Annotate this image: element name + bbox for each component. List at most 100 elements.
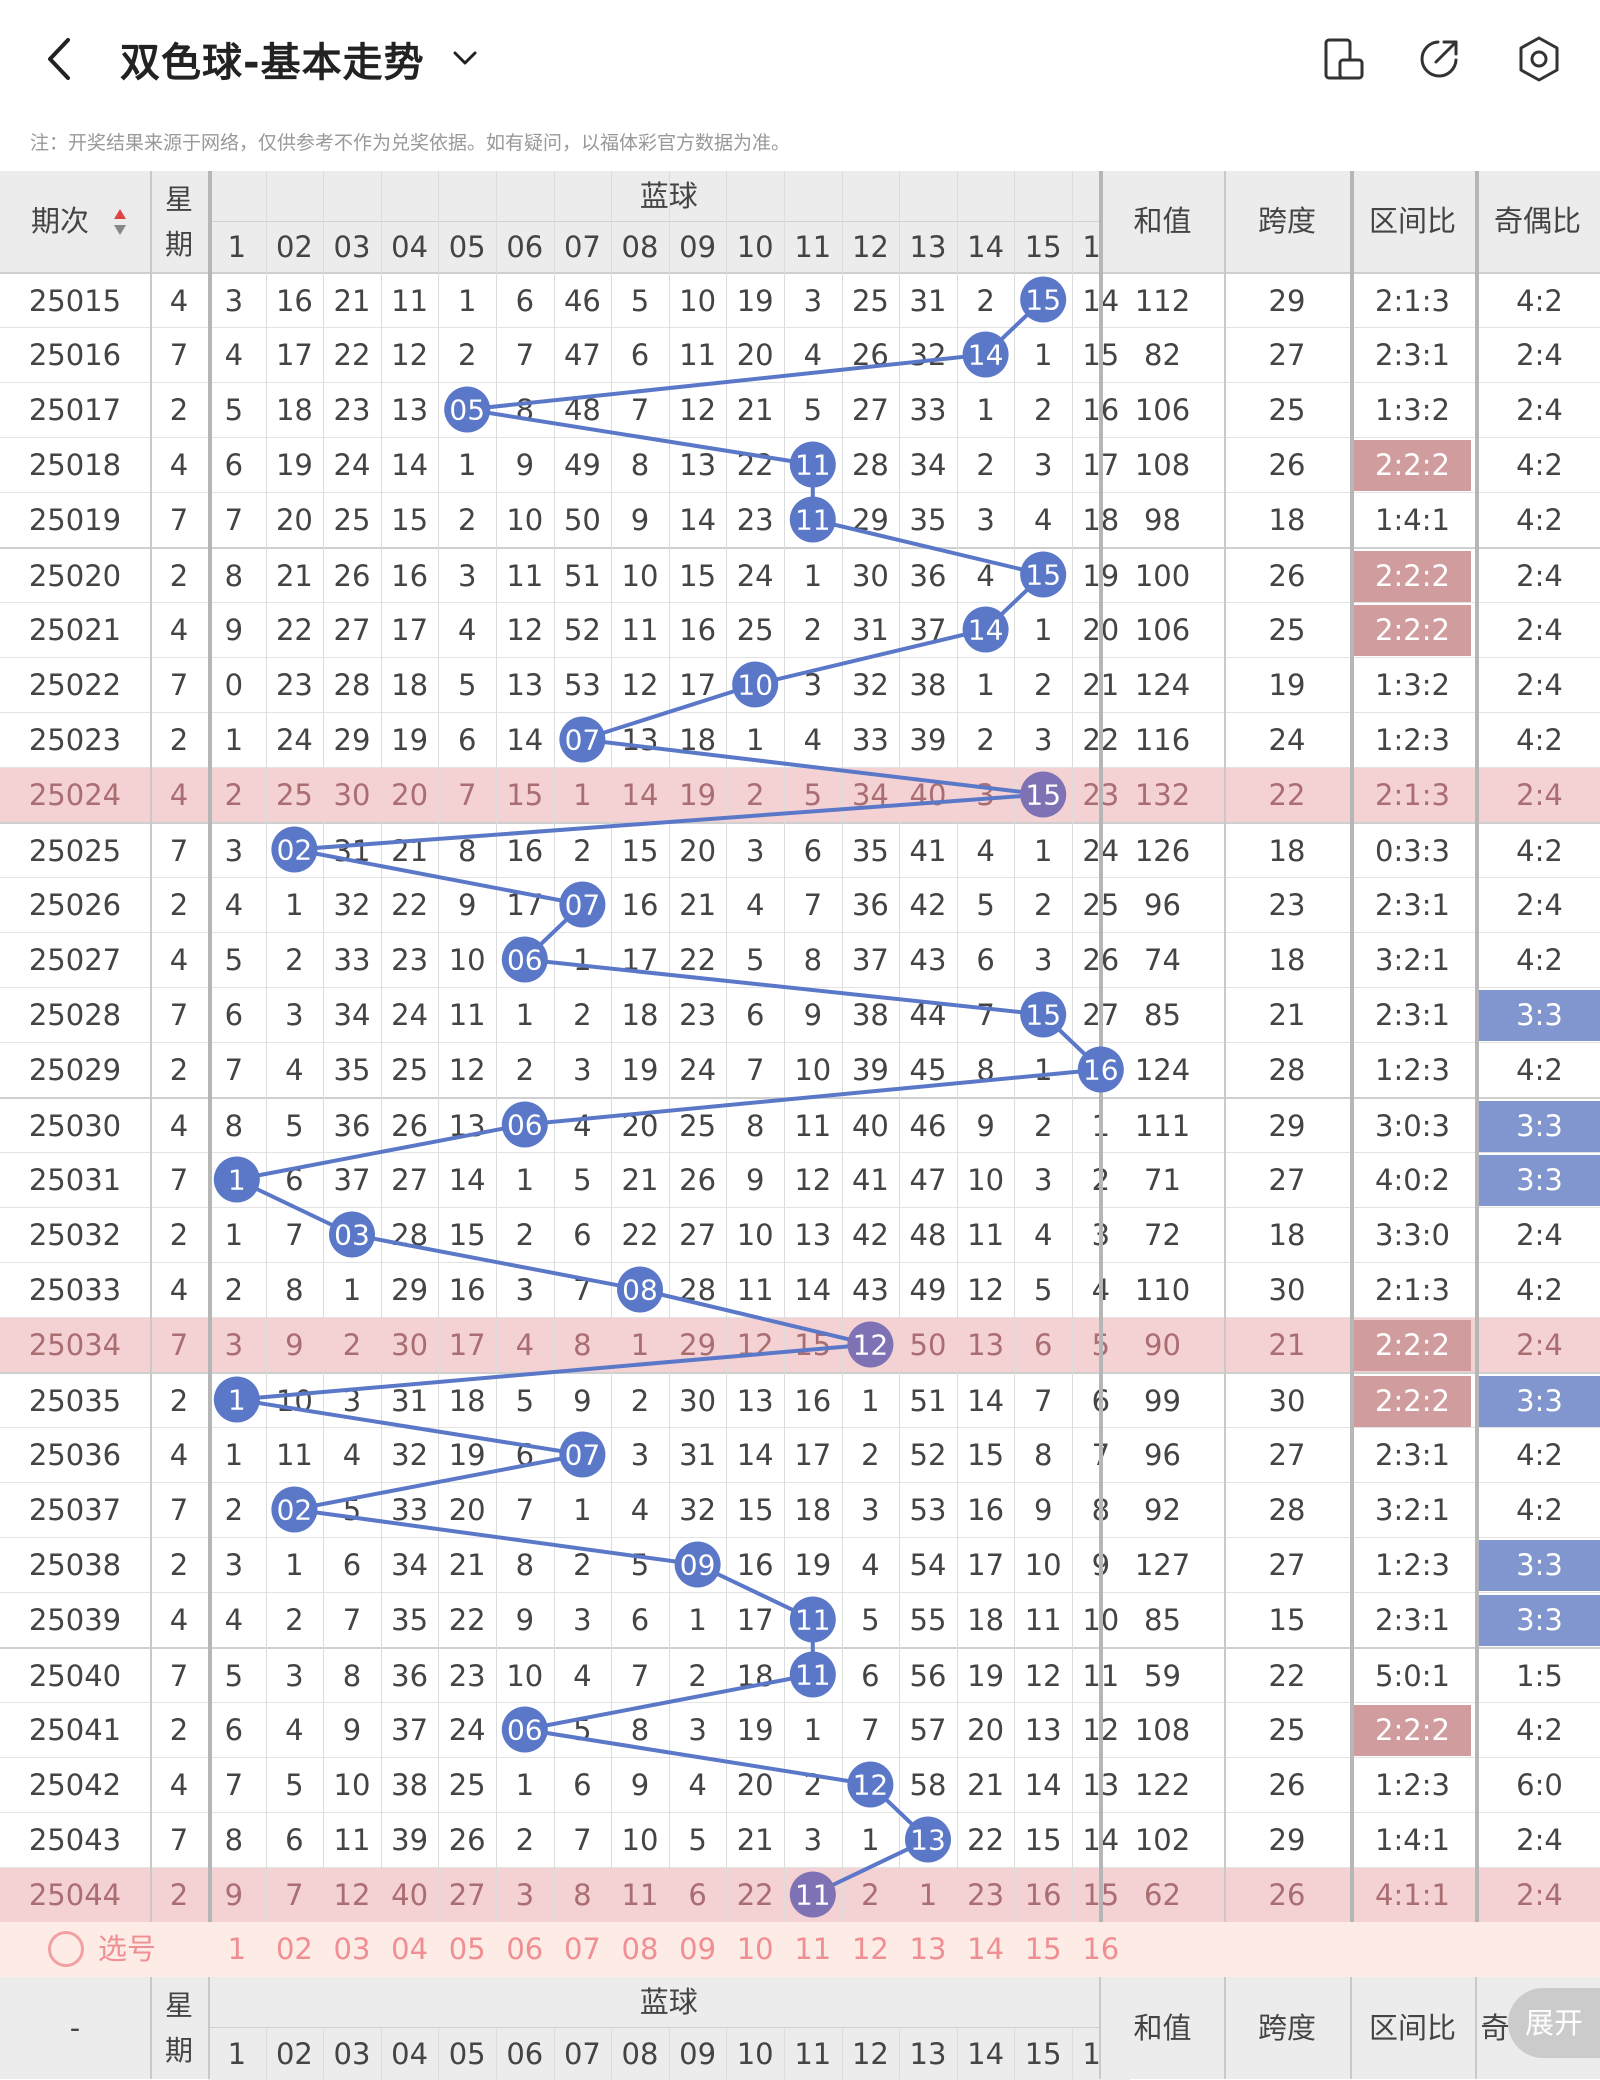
table-row[interactable]: 25025733121816215203635414124126180:3:34… — [0, 822, 1600, 879]
divider — [553, 2027, 555, 2079]
table-row[interactable]: 25016741722122747611204263211582272:3:12… — [0, 327, 1600, 383]
table-row[interactable]: 2503641114321963311417252158796272:3:14:… — [0, 1427, 1600, 1483]
select-number[interactable]: 1 — [227, 1932, 247, 1966]
omission-cell: 14 — [679, 503, 717, 537]
table-row[interactable]: 2503521033118592301316151147699302:2:23:… — [0, 1372, 1600, 1429]
blue-col-header[interactable]: 14 — [956, 221, 1015, 273]
omission-cell: 6 — [688, 1878, 707, 1912]
omission-cell: 6 — [224, 998, 244, 1032]
expand-button[interactable]: 展开 — [1508, 1988, 1600, 2058]
back-icon[interactable] — [40, 34, 80, 84]
table-row[interactable]: 2504126493724583191757201312108252:2:24:… — [0, 1702, 1600, 1758]
omission-cell: 32 — [851, 668, 889, 702]
omission-cell: 17 — [448, 1328, 486, 1362]
omission-cell: 36 — [851, 888, 889, 922]
blue-col-header[interactable]: 10 — [726, 221, 784, 273]
select-number[interactable]: 11 — [794, 1932, 832, 1966]
table-row[interactable]: 2502876334241112182369384472785212:3:13:… — [0, 987, 1600, 1043]
table-row[interactable]: 25021492227174125211162523137120106252:2… — [0, 602, 1600, 658]
select-label[interactable]: 选号 — [98, 1932, 157, 1966]
blue-col-header[interactable]: 13 — [899, 221, 957, 273]
table-row[interactable]: 2503823163421825161945417109127271:2:33:… — [0, 1537, 1600, 1593]
layout-toggle-icon[interactable] — [1322, 36, 1366, 82]
span-header[interactable]: 跨度 — [1224, 171, 1350, 272]
table-row[interactable]: 250232124291961413181433392322116241:2:3… — [0, 712, 1600, 768]
table-row[interactable]: 25042475103825169420258211413122261:2:36… — [0, 1757, 1600, 1813]
blue-col-header[interactable]: 07 — [553, 221, 612, 273]
settings-icon[interactable] — [1516, 34, 1562, 84]
blue-col-header[interactable]: 04 — [380, 221, 439, 273]
omission-cell: 22 — [736, 1878, 774, 1912]
blue-col-header[interactable]: 08 — [611, 221, 669, 273]
omission-cell: 1 — [745, 723, 765, 757]
span-cell: 15 — [1268, 1603, 1306, 1637]
select-number[interactable]: 06 — [506, 1932, 544, 1966]
select-number[interactable]: 05 — [448, 1932, 486, 1966]
blue-col-header[interactable]: 02 — [265, 221, 324, 273]
omission-cell: 19 — [736, 284, 774, 318]
table-row[interactable]: 25032217281526222710134248114372183:3:02… — [0, 1207, 1600, 1263]
select-number[interactable]: 15 — [1024, 1932, 1062, 1966]
table-row[interactable]: 2502745233231011722583743632674183:2:14:… — [0, 932, 1600, 988]
omission-cell: 16 — [391, 559, 429, 593]
table-row[interactable]: 250154316211116465101932531214112292:1:3… — [0, 272, 1600, 329]
blue-col-header[interactable]: 05 — [438, 221, 496, 273]
period-header[interactable]: 期次 — [0, 171, 120, 272]
table-row[interactable]: 2502270232818513531217332381221124191:3:… — [0, 657, 1600, 713]
page-title[interactable]: 双色球-基本走势 — [120, 40, 425, 86]
share-icon[interactable] — [1416, 36, 1462, 82]
table-row[interactable]: 2504429712402738116222123161562264:1:12:… — [0, 1867, 1600, 1923]
omission-cell: 6 — [224, 448, 244, 482]
table-row[interactable]: 250347392301748129121550136590212:2:22:4 — [0, 1317, 1600, 1373]
select-radio-icon[interactable] — [48, 1931, 84, 1967]
table-row[interactable]: 25029 2 7 4 35 25 12 2 3 19 24 7 10 39 45 8 1 124 28 1:2:3 4… — [0, 1042, 1600, 1098]
blue-col-header[interactable]: 03 — [323, 221, 381, 273]
omission-cell: 18 — [794, 1493, 832, 1527]
blue-col-header[interactable]: 12 — [841, 221, 900, 273]
sum-header[interactable]: 和值 — [1101, 171, 1224, 272]
omission-cell: 37 — [851, 943, 889, 977]
select-number[interactable]: 13 — [909, 1932, 947, 1966]
omission-cell: 27 — [391, 1163, 429, 1197]
select-number[interactable]: 14 — [967, 1932, 1005, 1966]
blue-col-header[interactable]: 11 — [784, 221, 842, 273]
table-row[interactable]: 25033428129163728111443491254110302:1:34… — [0, 1262, 1600, 1318]
zone-ratio-header[interactable]: 区间比 — [1350, 171, 1475, 272]
select-number[interactable]: 16 — [1082, 1932, 1120, 1966]
omission-cell: 23 — [679, 998, 717, 1032]
table-row[interactable]: 25043786113926271052131221514102291:4:12… — [0, 1812, 1600, 1868]
table-row[interactable]: 25031763727141521269124147103271274:0:23… — [0, 1152, 1600, 1208]
blue-col-header[interactable]: 1 — [208, 221, 266, 273]
sum-cell: 92 — [1144, 1493, 1181, 1527]
omission-cell: 35 — [909, 503, 947, 537]
chevron-down-icon[interactable] — [452, 48, 478, 68]
table-row[interactable]: 250244225302071511419253440323132222:1:3… — [0, 767, 1600, 823]
table-row[interactable]: 25030485362613420258114046921111293:0:33… — [0, 1097, 1600, 1154]
divider — [784, 171, 785, 1922]
table-row[interactable]: 250197720251521050914232935341898181:4:1… — [0, 492, 1600, 548]
table-row[interactable]: 250172518231384871221527331216106251:3:2… — [0, 382, 1600, 438]
table-row[interactable]: 250394427352293611755518111085152:3:13:3 — [0, 1592, 1600, 1648]
select-number[interactable]: 07 — [563, 1932, 601, 1966]
select-number[interactable]: 09 — [679, 1932, 717, 1966]
table-row[interactable]: 250377253320714321518353169892283:2:14:2 — [0, 1482, 1600, 1538]
select-number[interactable]: 08 — [621, 1932, 659, 1966]
select-number[interactable]: 12 — [851, 1932, 889, 1966]
odd-even-header[interactable]: 奇偶比 — [1475, 171, 1600, 272]
odd-even-cell: 4:2 — [1516, 723, 1563, 757]
blue-col-header[interactable]: 06 — [496, 221, 554, 273]
select-number[interactable]: 03 — [333, 1932, 371, 1966]
omission-cell: 16 — [621, 888, 659, 922]
blue-col-header[interactable]: 15 — [1014, 221, 1072, 273]
select-number[interactable]: 04 — [391, 1932, 429, 1966]
table-row[interactable]: 250184619241419498132228342317108262:2:2… — [0, 437, 1600, 493]
table-row[interactable]: 2504075383623104721865619121159225:0:11:… — [0, 1647, 1600, 1704]
span-cell: 18 — [1268, 1218, 1306, 1252]
table-row[interactable]: 25020282126163115110152413036419100262:2… — [0, 547, 1600, 604]
select-number[interactable]: 02 — [275, 1932, 313, 1966]
omission-cell: 35 — [391, 1603, 429, 1637]
sort-icon[interactable] — [112, 207, 128, 237]
table-row[interactable]: 2502624132229171621473642522596232:3:12:… — [0, 877, 1600, 933]
blue-col-header[interactable]: 09 — [668, 221, 727, 273]
select-number[interactable]: 10 — [736, 1932, 774, 1966]
